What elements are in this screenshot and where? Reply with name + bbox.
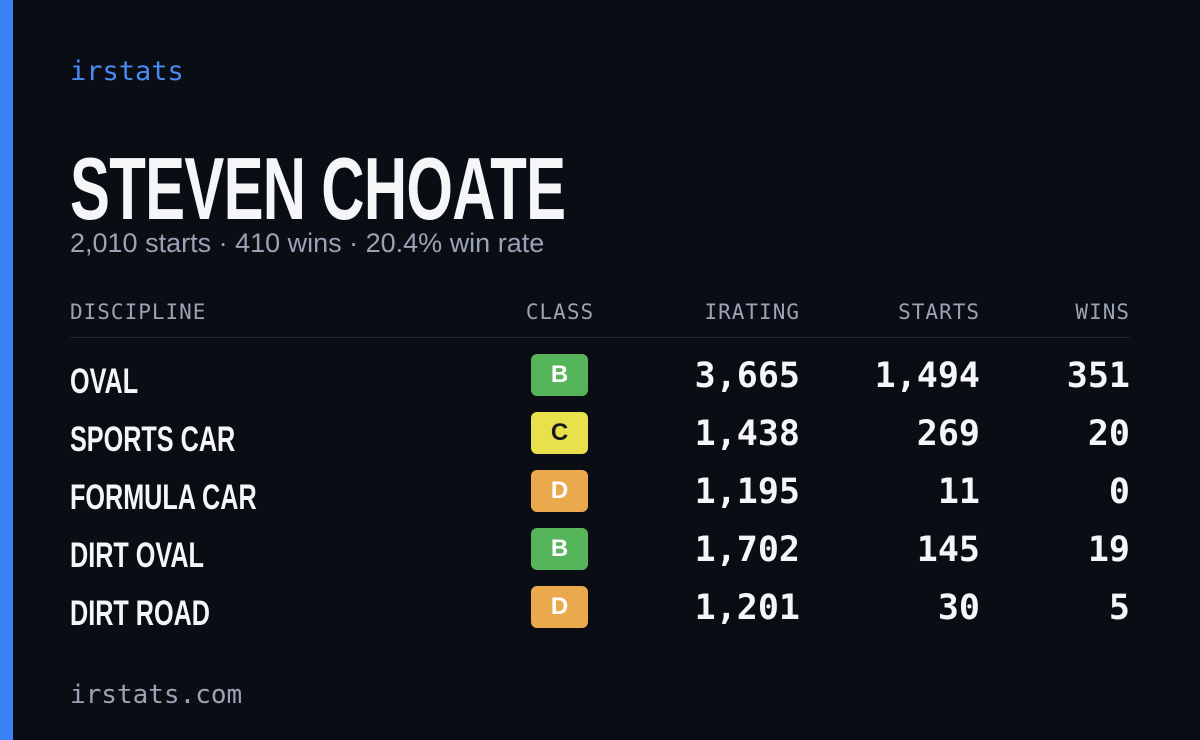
irating: 3,665 xyxy=(694,356,800,396)
irating: 1,702 xyxy=(694,530,800,570)
discipline: DIRT ROAD xyxy=(70,594,210,633)
discipline: OVAL xyxy=(70,362,139,401)
player-name: STEVEN CHOATE xyxy=(70,139,566,238)
wins: 351 xyxy=(1066,356,1130,396)
class-badge: C xyxy=(531,412,588,454)
column-header: WINS xyxy=(1075,300,1130,324)
summary: 2,010 starts · 410 wins · 20.4% win rate xyxy=(70,228,545,258)
wins: 5 xyxy=(1108,588,1130,628)
class-badge: D xyxy=(531,470,588,512)
discipline: SPORTS CAR xyxy=(70,420,236,459)
discipline: FORMULA CAR xyxy=(70,478,257,517)
class-badge: D xyxy=(531,586,588,628)
starts: 269 xyxy=(916,414,980,454)
column-header: DISCIPLINE xyxy=(70,300,207,324)
header-rule xyxy=(70,337,1130,338)
class-badge: B xyxy=(531,354,588,396)
wins: 0 xyxy=(1108,472,1130,512)
starts: 1,494 xyxy=(874,356,980,396)
irating: 1,195 xyxy=(694,472,800,512)
column-header: IRATING xyxy=(704,300,800,324)
discipline: DIRT OVAL xyxy=(70,536,204,575)
starts: 11 xyxy=(937,472,980,512)
wins: 20 xyxy=(1087,414,1130,454)
column-header: CLASS xyxy=(525,300,595,324)
irating: 1,201 xyxy=(694,588,800,628)
footer-url: irstats.com xyxy=(70,680,243,710)
class-badge: B xyxy=(531,528,588,570)
starts: 30 xyxy=(937,588,980,628)
column-header: STARTS xyxy=(898,300,980,324)
wins: 19 xyxy=(1087,530,1130,570)
irating: 1,438 xyxy=(694,414,800,454)
brand: irstats xyxy=(70,56,184,87)
starts: 145 xyxy=(916,530,980,570)
accent-stripe xyxy=(0,0,13,740)
